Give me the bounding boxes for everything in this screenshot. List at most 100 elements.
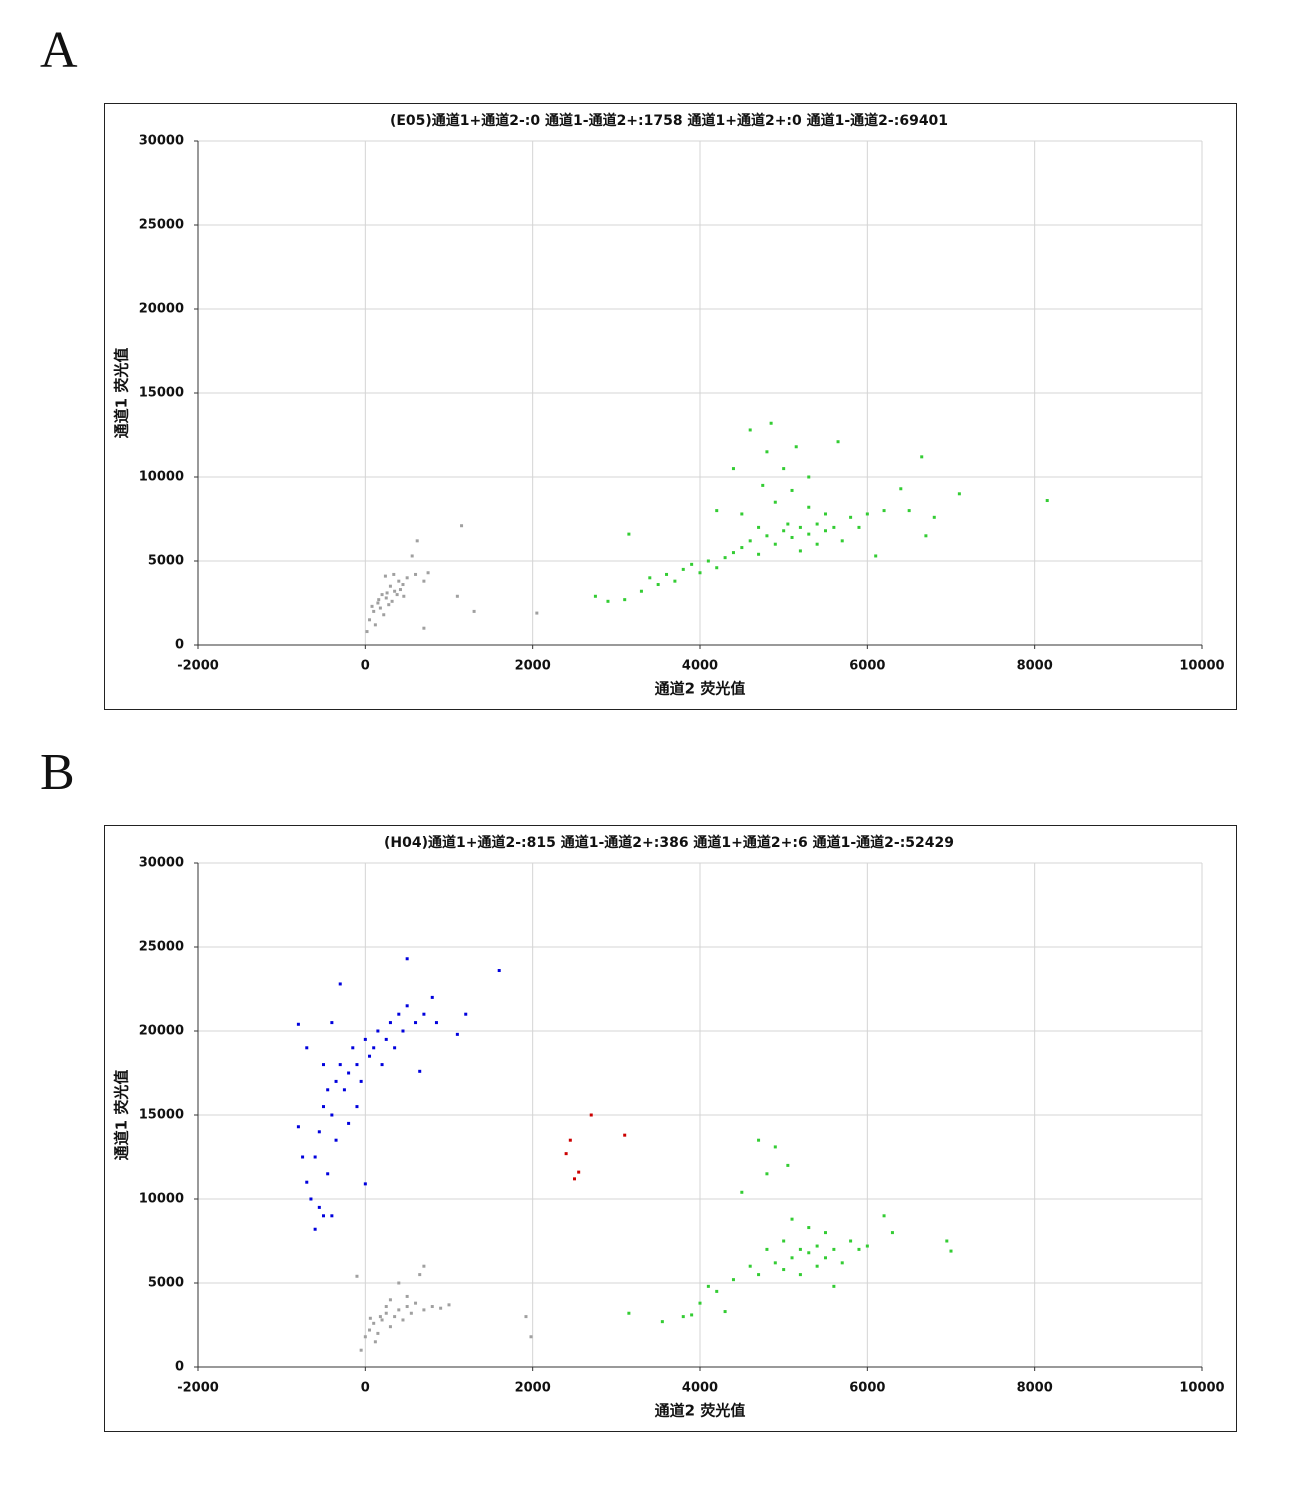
point xyxy=(301,1155,305,1159)
point xyxy=(807,505,811,509)
point xyxy=(359,1079,363,1083)
point xyxy=(773,542,777,546)
x-tick-label: 0 xyxy=(361,659,370,674)
point xyxy=(355,1274,359,1278)
point xyxy=(790,1256,794,1260)
point xyxy=(564,1152,568,1156)
point xyxy=(305,1180,309,1184)
point xyxy=(422,579,426,583)
point xyxy=(765,1172,769,1176)
point xyxy=(497,969,501,973)
point xyxy=(373,623,377,627)
point xyxy=(740,546,744,550)
point xyxy=(832,525,836,529)
point xyxy=(899,487,903,491)
point xyxy=(388,584,392,588)
point xyxy=(414,1301,418,1305)
point xyxy=(401,1029,405,1033)
point xyxy=(368,1054,372,1058)
point xyxy=(415,539,419,543)
point xyxy=(773,500,777,504)
point xyxy=(380,1318,384,1322)
point xyxy=(380,1063,384,1067)
point xyxy=(368,1328,372,1332)
point xyxy=(815,542,819,546)
y-tick-label: 20000 xyxy=(139,302,184,317)
point xyxy=(322,1063,325,1067)
point xyxy=(765,534,769,538)
point xyxy=(405,576,409,580)
y-axis-title: 通道1 荧光值 xyxy=(113,1070,131,1161)
x-tick-label: 8000 xyxy=(1017,1381,1053,1396)
point xyxy=(731,551,735,555)
chart-title: (E05)通道1+通道2-:0 通道1-通道2+:1758 通道1+通道2+:0… xyxy=(390,112,948,129)
point xyxy=(309,1197,313,1201)
point xyxy=(882,1214,886,1218)
point xyxy=(690,562,694,566)
point xyxy=(418,1273,422,1277)
point xyxy=(832,1247,836,1251)
point xyxy=(824,512,827,516)
chart-title: (H04)通道1+通道2-:815 通道1-通道2+:386 通道1+通道2+:… xyxy=(384,834,954,851)
point xyxy=(368,1316,372,1320)
point xyxy=(535,611,539,615)
point xyxy=(355,1105,359,1109)
point xyxy=(824,529,827,533)
point xyxy=(765,450,769,454)
point xyxy=(388,1298,392,1302)
point xyxy=(401,1318,405,1322)
point xyxy=(529,1335,533,1339)
point xyxy=(740,512,744,516)
y-tick-label: 25000 xyxy=(139,218,184,233)
point xyxy=(393,1315,397,1319)
point xyxy=(370,604,374,608)
point xyxy=(882,509,886,513)
point xyxy=(627,532,631,536)
point xyxy=(769,421,773,425)
point xyxy=(384,1037,388,1041)
point xyxy=(373,1340,377,1344)
point xyxy=(807,532,811,536)
point xyxy=(840,1261,844,1265)
point xyxy=(593,594,597,598)
point xyxy=(355,1063,359,1067)
point xyxy=(414,1021,418,1025)
x-tick-label: -2000 xyxy=(177,659,219,674)
point xyxy=(782,1268,786,1272)
point xyxy=(648,576,652,580)
point xyxy=(798,1247,802,1251)
point xyxy=(388,1325,392,1329)
point xyxy=(405,957,409,961)
point xyxy=(673,579,677,583)
point xyxy=(698,1301,702,1305)
point xyxy=(359,1348,363,1352)
point xyxy=(740,1190,744,1194)
point xyxy=(398,588,402,592)
point xyxy=(439,1306,443,1310)
x-axis-title: 通道2 荧光值 xyxy=(655,680,746,698)
point xyxy=(422,1308,426,1312)
y-tick-label: 15000 xyxy=(139,1108,184,1123)
point xyxy=(410,554,414,558)
point xyxy=(326,1172,330,1176)
point xyxy=(798,549,802,553)
x-tick-label: 4000 xyxy=(682,659,718,674)
point xyxy=(430,995,434,999)
point xyxy=(383,574,387,578)
point xyxy=(322,1214,325,1218)
point xyxy=(790,535,794,539)
point xyxy=(405,1004,409,1008)
point xyxy=(681,1315,685,1319)
point xyxy=(376,1331,380,1335)
point xyxy=(757,1138,761,1142)
point xyxy=(351,1046,355,1050)
y-tick-label: 30000 xyxy=(139,134,184,149)
point xyxy=(698,571,702,575)
point xyxy=(334,1079,338,1083)
point xyxy=(706,1284,710,1288)
point xyxy=(874,554,878,558)
point xyxy=(815,522,819,526)
point xyxy=(690,1313,694,1317)
point xyxy=(865,1244,869,1248)
y-tick-label: 25000 xyxy=(139,940,184,955)
